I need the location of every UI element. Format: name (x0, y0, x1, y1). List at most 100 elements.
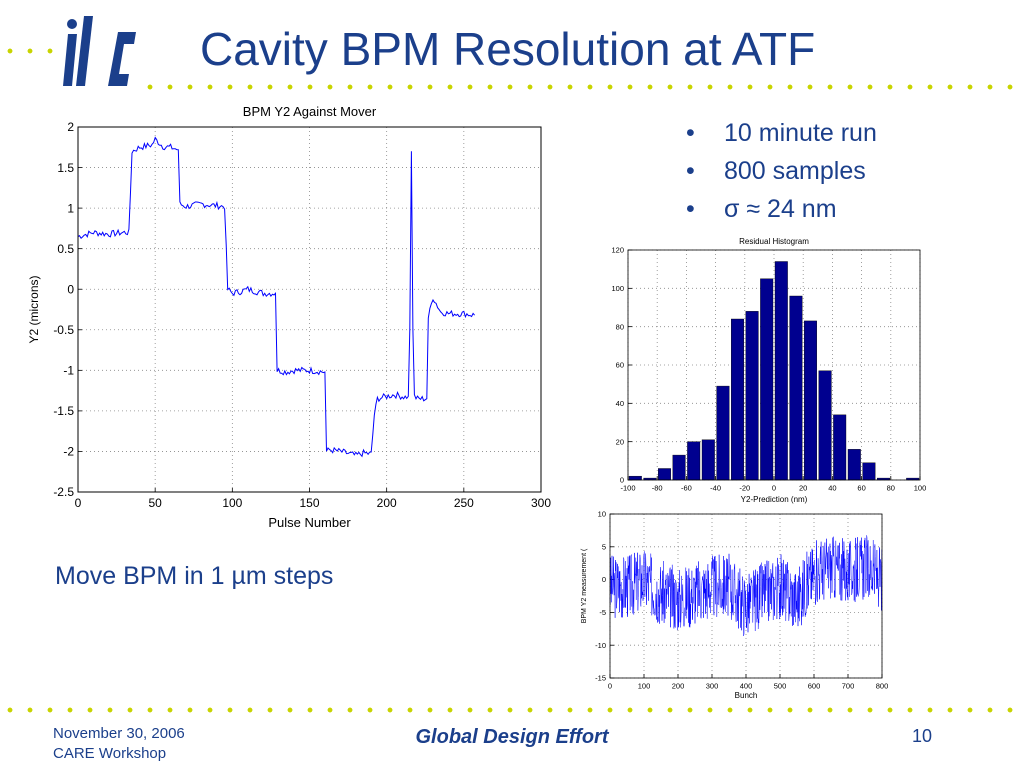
histogram-bar (760, 278, 774, 481)
x-tick-label: 200 (377, 496, 397, 510)
y-tick-label: -0.5 (53, 323, 74, 337)
x-tick-label: 50 (148, 496, 162, 510)
x-tick-label: -100 (620, 484, 635, 493)
histogram-bar (716, 385, 730, 481)
residual-histogram: -100 -80 -60 -40 -20 0 20 40 60 80 100 120 100 80 60 40… (611, 237, 927, 504)
x-tick-label: 0 (608, 682, 612, 691)
y-tick-label: 2 (67, 120, 74, 134)
y-tick-label: -5 (599, 608, 606, 617)
bullet-dot: • (686, 195, 695, 223)
series-line-bunch (609, 535, 883, 636)
x-tick-label: 100 (914, 484, 927, 493)
x-tick-label: 100 (222, 496, 242, 510)
y-tick-label: 60 (616, 361, 624, 370)
y-tick-label: -15 (595, 674, 606, 683)
bullet-text: 800 samples (724, 157, 866, 185)
y-tick-label: -1.5 (53, 404, 74, 418)
bullet-dot: • (686, 157, 695, 185)
y-axis-label: BPM Y2 measurement ( (581, 548, 588, 623)
x-tick-label: 250 (454, 496, 474, 510)
slide-title: Cavity BPM Resolution at ATF (200, 23, 816, 75)
x-tick-label: -40 (710, 484, 721, 493)
histogram-bar (658, 468, 671, 481)
histogram-bar (862, 462, 876, 481)
plot-area (78, 127, 541, 492)
chart-title: BPM Y2 Against Mover (243, 104, 377, 119)
x-tick-label: -80 (652, 484, 663, 493)
bullet-text: 10 minute run (724, 119, 877, 147)
y-tick-label: -10 (595, 641, 606, 650)
bullet-item: • σ ≈ 24 nm (686, 190, 877, 228)
page-number: 10 (912, 726, 933, 746)
bunch-chart: 0 100 200 300 400 500 600 700 800 10 5 0 -5 -10 -15 Bun… (581, 510, 889, 700)
y-tick-label: 0 (620, 476, 624, 485)
y-axis-label: Y2 (microns) (27, 275, 41, 343)
histogram-bar (774, 261, 788, 481)
y-tick-label: 5 (602, 542, 606, 551)
histogram-bar (672, 454, 686, 481)
x-tick-label: 80 (887, 484, 895, 493)
x-axis-label: Bunch (735, 691, 758, 700)
x-tick-label: -60 (681, 484, 692, 493)
footer-title: Global Design Effort (415, 726, 609, 748)
x-tick-label: 0 (75, 496, 82, 510)
y-tick-label: -2 (63, 445, 74, 459)
bullet-item: • 800 samples (686, 152, 877, 190)
bullet-list: • 10 minute run • 800 samples • σ ≈ 24 nm (686, 114, 877, 228)
footer-date-block: November 30, 2006 CARE Workshop (53, 724, 185, 764)
x-tick-label: 600 (808, 682, 821, 691)
footer-workshop: CARE Workshop (53, 745, 167, 762)
histogram-bar (731, 318, 744, 481)
y-tick-label: 80 (616, 322, 624, 331)
mover-chart: 0 50 100 150 200 250 300 2 1.5 1 0.5 0 -0.5 -1 -1.5 -2 -… (27, 104, 551, 530)
step-note: Move BPM in 1 µm steps (55, 562, 334, 590)
footer-date: November 30, 2006 (53, 725, 185, 742)
x-tick-label: 800 (876, 682, 889, 691)
x-tick-label: 20 (799, 484, 807, 493)
series-line-y2 (77, 136, 475, 458)
x-tick-label: 150 (299, 496, 319, 510)
histogram-bar (745, 311, 759, 481)
x-tick-label: 300 (706, 682, 719, 691)
y-tick-label: -2.5 (53, 485, 74, 499)
y-tick-label: 1 (67, 201, 74, 215)
y-tick-label: 0 (67, 282, 74, 296)
histogram-bar (789, 295, 803, 481)
plot-frame (77, 126, 542, 493)
y-tick-label: 100 (611, 284, 624, 293)
y-tick-label: -1 (63, 364, 74, 378)
histogram-bar (818, 370, 832, 481)
bullet-dot: • (686, 119, 695, 147)
histogram-bar (701, 439, 715, 481)
bullet-text: σ ≈ 24 nm (724, 195, 837, 223)
x-tick-label: 300 (531, 496, 551, 510)
plot-frame (609, 513, 883, 679)
x-tick-label: 400 (740, 682, 753, 691)
x-axis-label: Y2-Prediction (nm) (741, 495, 808, 504)
x-tick-label: 500 (774, 682, 787, 691)
histogram-bar (804, 320, 817, 481)
y-tick-label: 1.5 (57, 161, 74, 175)
x-axis-label: Pulse Number (268, 515, 351, 530)
x-tick-label: 60 (857, 484, 865, 493)
x-tick-label: -20 (739, 484, 750, 493)
y-tick-label: 20 (616, 437, 624, 446)
y-tick-label: 10 (598, 510, 606, 519)
x-tick-label: 100 (638, 682, 651, 691)
x-tick-label: 700 (842, 682, 855, 691)
y-tick-label: 0 (602, 575, 606, 584)
ilc-logo-graphic (63, 16, 136, 86)
histogram-bar (847, 449, 861, 481)
dotted-rule-footer (0, 707, 1024, 713)
histogram-bar (833, 414, 847, 481)
x-tick-label: 0 (772, 484, 776, 493)
y-tick-label: 40 (616, 399, 624, 408)
y-tick-label: 120 (611, 246, 624, 255)
dotted-rule-top-left (0, 48, 60, 54)
chart-title: Residual Histogram (739, 237, 809, 246)
ilc-logo (58, 12, 148, 87)
dotted-rule-header (140, 84, 1020, 90)
histogram-bar (687, 441, 701, 481)
histogram-bar (628, 475, 642, 481)
plot-frame (627, 249, 921, 481)
